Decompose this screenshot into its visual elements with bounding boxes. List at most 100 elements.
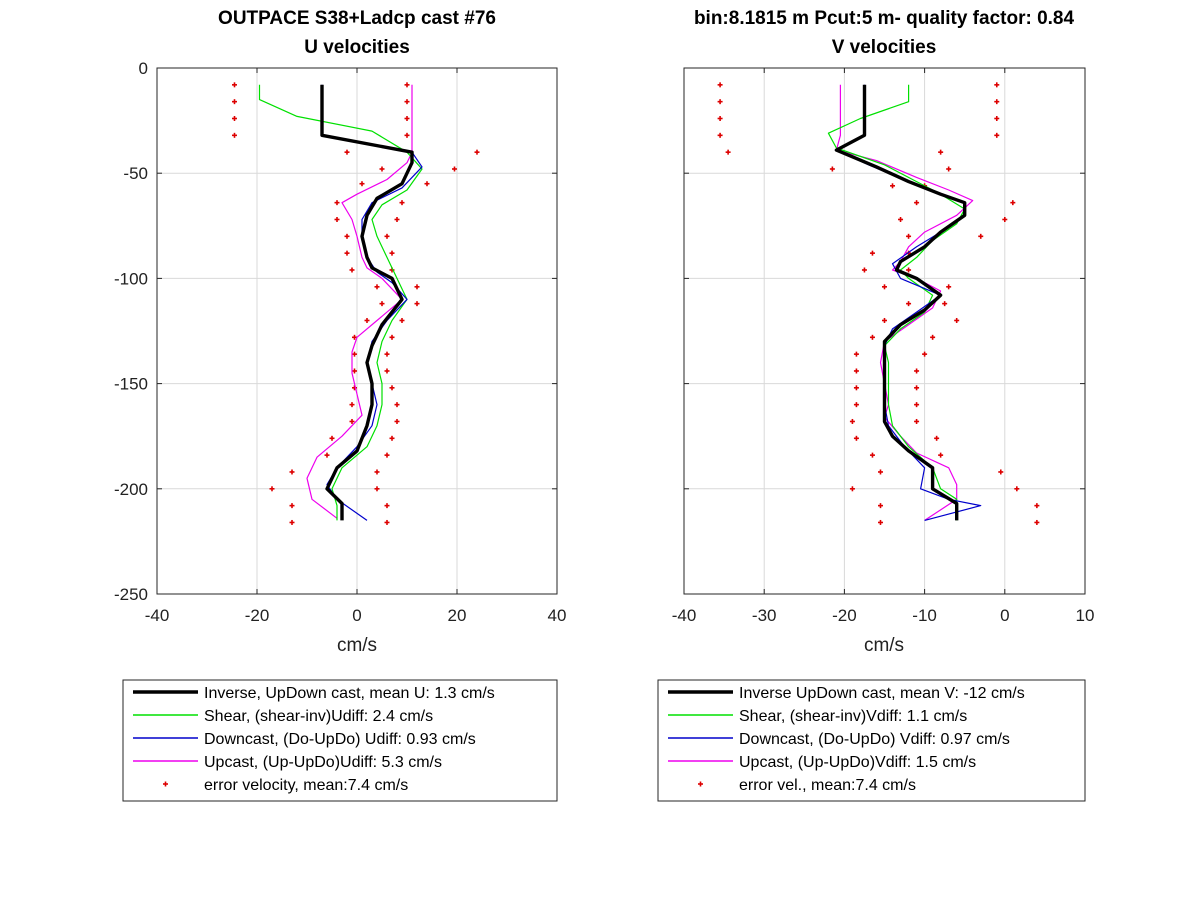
v-error-marker bbox=[853, 351, 859, 357]
u-x-tick-label: -40 bbox=[145, 606, 170, 625]
v-ticks: -40 -30 -20 -10 0 10 bbox=[672, 67, 1095, 625]
u-ticks: -40 -20 0 20 400-50-100-150-200-250 bbox=[114, 59, 566, 625]
u-error-marker bbox=[232, 115, 237, 121]
v-error-marker bbox=[717, 82, 723, 88]
v-panel-title: bin:8.1815 m Pcut:5 m- quality factor: 0… bbox=[694, 8, 1075, 29]
u-error-marker bbox=[404, 99, 410, 105]
v-error-marker bbox=[946, 284, 952, 290]
u-error-marker bbox=[384, 233, 390, 239]
v-error-marker bbox=[849, 486, 855, 492]
u-error-marker bbox=[269, 486, 275, 492]
u-error-marker bbox=[352, 368, 357, 374]
u-error-marker bbox=[452, 166, 457, 172]
v-error-marker bbox=[898, 216, 904, 222]
u-error-marker bbox=[344, 250, 350, 256]
v-error-marker bbox=[994, 132, 1000, 138]
v-legend-label-upcast: Upcast, (Up-UpDo)Vdiff: 1.5 cm/s bbox=[739, 754, 976, 771]
u-legend-label-inverse: Inverse, UpDown cast, mean U: 1.3 cm/s bbox=[204, 685, 495, 702]
u-error-marker bbox=[344, 149, 350, 155]
u-error-marker bbox=[384, 452, 390, 458]
v-error-marker bbox=[914, 418, 920, 424]
u-error-marker bbox=[394, 216, 400, 222]
u-legend-entries: Inverse, UpDown cast, mean U: 1.3 cm/s Sh… bbox=[133, 685, 495, 794]
u-x-tick-label: 20 bbox=[448, 606, 467, 625]
u-error-marker bbox=[364, 317, 370, 323]
u-downcast-line bbox=[321, 84, 423, 521]
v-error-marker bbox=[829, 166, 835, 172]
v-error-marker bbox=[882, 284, 887, 290]
v-velocities-panel: bin:8.1815 m Pcut:5 m- quality factor: 0… bbox=[657, 8, 1095, 802]
v-error-marker bbox=[906, 233, 912, 239]
u-error-marker bbox=[394, 402, 400, 408]
u-legend-label-downcast: Downcast, (Do-UpDo) Udiff: 0.93 cm/s bbox=[204, 731, 476, 748]
u-y-tick-label: -100 bbox=[114, 269, 148, 288]
v-legend-marker-error bbox=[698, 781, 703, 787]
u-error-marker bbox=[474, 149, 480, 155]
v-error-marker bbox=[930, 334, 936, 340]
v-x-tick-label: 10 bbox=[1076, 606, 1095, 625]
v-error-marker bbox=[717, 115, 723, 121]
u-error-marker bbox=[232, 132, 237, 138]
v-error-marker bbox=[725, 149, 731, 155]
v-legend-label-downcast: Downcast, (Do-UpDo) Vdiff: 0.97 cm/s bbox=[739, 731, 1010, 748]
v-error-marker bbox=[717, 99, 723, 105]
u-error-marker bbox=[399, 200, 405, 206]
v-error-marker bbox=[914, 402, 920, 408]
u-velocities-panel: OUTPACE S38+Ladcp cast #76 U velocities … bbox=[114, 8, 566, 802]
v-legend-box bbox=[657, 679, 1086, 802]
u-error-marker bbox=[349, 418, 355, 424]
u-error-marker bbox=[289, 519, 295, 525]
u-error-marker bbox=[389, 385, 395, 391]
v-error-marker bbox=[994, 99, 1000, 105]
v-error-marker bbox=[942, 301, 948, 307]
u-legend-label-error: error velocity, mean:7.4 cm/s bbox=[204, 777, 408, 794]
v-error-marker bbox=[869, 452, 875, 458]
v-error-marker bbox=[1034, 519, 1040, 525]
v-error-marker bbox=[853, 435, 859, 441]
u-error-marker bbox=[379, 166, 385, 172]
u-legend-marker-error bbox=[163, 781, 168, 787]
v-error-marker bbox=[869, 334, 875, 340]
u-error-marker bbox=[289, 469, 295, 475]
u-y-tick-label: 0 bbox=[139, 59, 148, 78]
u-legend-label-shear: Shear, (shear-inv)Udiff: 2.4 cm/s bbox=[204, 708, 433, 725]
v-legend: Inverse UpDown cast, mean V: -12 cm/s She… bbox=[657, 679, 1086, 802]
v-error-marker bbox=[938, 452, 944, 458]
v-axes-box bbox=[683, 67, 1086, 595]
v-error-marker bbox=[914, 368, 920, 374]
v-error-marker bbox=[994, 115, 1000, 121]
u-error-marker bbox=[349, 402, 355, 408]
u-error-marker bbox=[399, 317, 405, 323]
u-x-tick-label: 0 bbox=[352, 606, 361, 625]
v-error-marker bbox=[853, 368, 859, 374]
v-error-marker bbox=[882, 317, 887, 323]
u-error-marker bbox=[359, 181, 365, 187]
u-y-tick-label: -150 bbox=[114, 375, 148, 394]
u-error-marker bbox=[334, 200, 340, 206]
u-panel-title: OUTPACE S38+Ladcp cast #76 bbox=[218, 8, 496, 29]
v-error-marker bbox=[853, 385, 859, 391]
v-error-marker bbox=[877, 469, 883, 475]
v-x-axis-label: cm/s bbox=[864, 635, 904, 656]
u-x-tick-label: 40 bbox=[548, 606, 567, 625]
u-error-marker bbox=[389, 334, 395, 340]
u-error-marker bbox=[374, 486, 380, 492]
u-legend-box bbox=[122, 679, 558, 802]
u-error-marker bbox=[329, 435, 335, 441]
u-legend-label-upcast: Upcast, (Up-UpDo)Udiff: 5.3 cm/s bbox=[204, 754, 442, 771]
v-error-marker bbox=[1034, 503, 1040, 509]
v-error-marker bbox=[877, 503, 883, 509]
v-error-marker bbox=[994, 82, 1000, 88]
v-legend-label-inverse: Inverse UpDown cast, mean V: -12 cm/s bbox=[739, 685, 1025, 702]
u-error-marker bbox=[352, 351, 357, 357]
u-legend: Inverse, UpDown cast, mean U: 1.3 cm/s Sh… bbox=[122, 679, 558, 802]
v-error-marker bbox=[978, 233, 984, 239]
u-error-marker bbox=[389, 435, 395, 441]
v-legend-entries: Inverse UpDown cast, mean V: -12 cm/s She… bbox=[668, 685, 1025, 794]
v-error-marker bbox=[922, 351, 928, 357]
u-y-tick-label: -50 bbox=[123, 164, 148, 183]
v-error-marker bbox=[877, 519, 883, 525]
v-error-marker bbox=[914, 385, 920, 391]
u-error-marker bbox=[374, 469, 380, 475]
v-legend-label-shear: Shear, (shear-inv)Vdiff: 1.1 cm/s bbox=[739, 708, 967, 725]
